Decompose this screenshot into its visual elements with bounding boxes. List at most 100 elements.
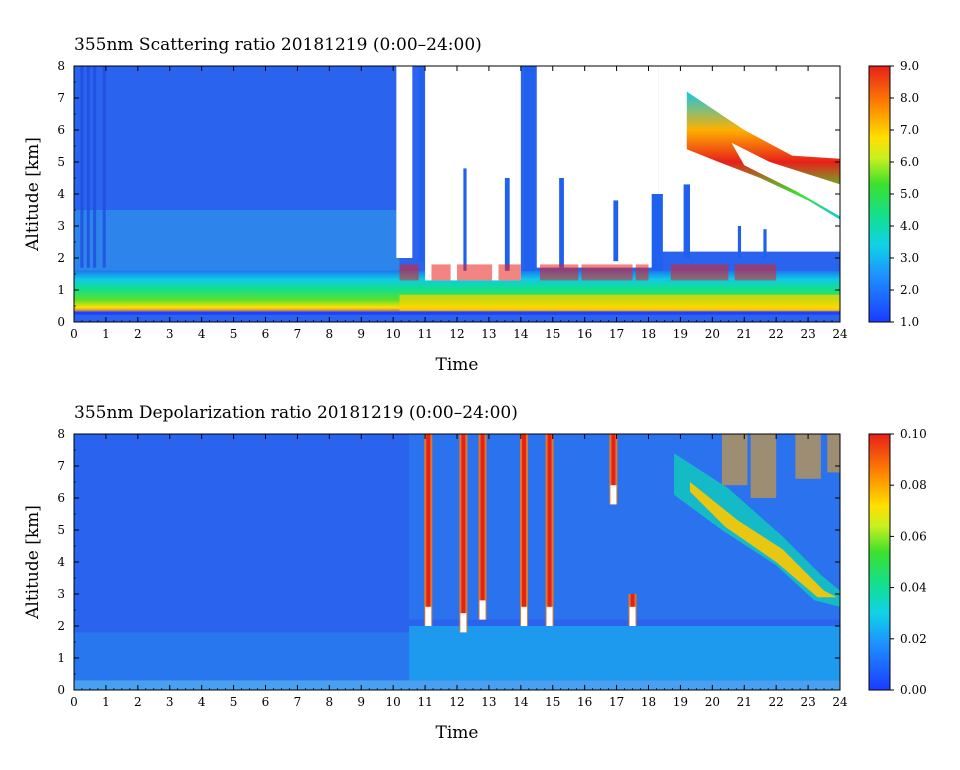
y-tick-label: 0 (57, 683, 65, 697)
chart-1-plot-area (74, 66, 840, 322)
x-tick-label: 3 (166, 695, 174, 709)
colorbar-tick-label: 4.0 (900, 219, 919, 233)
chart-2-colorbar (868, 433, 891, 691)
x-tick-label: 15 (545, 327, 560, 341)
colorbar-tick-label: 0.00 (900, 683, 927, 697)
y-tick-label: 4 (57, 187, 65, 201)
high-depol-column-base (629, 606, 636, 626)
high-depol-column-core (547, 434, 552, 626)
x-tick-label: 24 (832, 695, 848, 709)
low-cloud-top (498, 264, 521, 281)
x-tick-label: 8 (326, 695, 334, 709)
x-tick-label: 17 (609, 695, 624, 709)
high-depol-column-base (521, 606, 528, 626)
cirrus-core (689, 482, 837, 598)
colorbar-tick-label: 5.0 (900, 187, 919, 201)
high-depol-column-base (425, 606, 432, 626)
x-tick-label: 9 (357, 327, 365, 341)
y-tick-label: 5 (57, 523, 65, 537)
low-cloud-top (399, 264, 419, 281)
x-tick-label: 2 (134, 695, 142, 709)
low-cloud-top (431, 264, 451, 281)
blue-spike (524, 66, 536, 271)
chart-2-ylabel: Altitude [km] (23, 505, 43, 620)
x-tick-label: 1 (102, 327, 110, 341)
x-tick-label: 13 (481, 327, 496, 341)
colorbar-tick-label: 0.08 (900, 478, 927, 492)
low-cloud-top (670, 264, 729, 281)
x-tick-label: 11 (417, 695, 432, 709)
upper-depol-patch (750, 434, 777, 498)
profile-streak (93, 66, 97, 268)
y-tick-label: 6 (57, 491, 65, 505)
x-tick-label: 7 (294, 695, 302, 709)
boundary-layer-depol (409, 626, 840, 681)
x-tick-label: 9 (357, 695, 365, 709)
x-tick-label: 16 (577, 327, 592, 341)
x-tick-label: 19 (673, 695, 688, 709)
x-tick-label: 14 (513, 327, 529, 341)
chart-1-title: 355nm Scattering ratio 20181219 (0:00–24… (74, 35, 482, 55)
chart-2-plot-area (74, 434, 840, 690)
no-signal-region (536, 66, 659, 268)
cirrus-saturated-core (731, 142, 840, 217)
chart-1-colorbar (868, 65, 891, 323)
x-tick-label: 24 (832, 327, 848, 341)
y-tick-label: 7 (57, 459, 65, 473)
x-tick-label: 22 (769, 695, 784, 709)
x-tick-label: 11 (417, 327, 432, 341)
x-tick-label: 8 (326, 327, 334, 341)
x-tick-label: 4 (198, 695, 206, 709)
y-tick-label: 6 (57, 123, 65, 137)
x-tick-label: 3 (166, 327, 174, 341)
low-cloud-top (457, 264, 493, 281)
upper-depol-patch (721, 434, 748, 486)
colorbar-tick-label: 6.0 (900, 155, 919, 169)
y-tick-label: 0 (57, 315, 65, 329)
x-tick-label: 18 (641, 695, 656, 709)
boundary-layer-haze (74, 210, 400, 271)
profile-streak (102, 66, 106, 268)
y-tick-label: 8 (57, 427, 65, 441)
x-tick-label: 6 (262, 695, 270, 709)
x-tick-label: 13 (481, 695, 496, 709)
blue-spike (504, 178, 510, 271)
high-depol-column-base (610, 485, 617, 505)
low-cloud-top (581, 264, 633, 281)
x-tick-label: 7 (294, 327, 302, 341)
x-tick-label: 23 (800, 695, 815, 709)
profile-streak (80, 66, 84, 268)
colorbar-tick-label: 0.06 (900, 529, 927, 543)
blue-spike (559, 178, 564, 268)
colorbar-tick-label: 3.0 (900, 251, 919, 265)
x-tick-label: 17 (609, 327, 624, 341)
x-tick-label: 20 (705, 695, 720, 709)
x-tick-label: 23 (800, 327, 815, 341)
chart-2-xlabel: Time (436, 723, 479, 743)
y-tick-label: 3 (57, 219, 65, 233)
y-tick-label: 7 (57, 91, 65, 105)
y-tick-label: 3 (57, 587, 65, 601)
y-tick-label: 2 (57, 619, 65, 633)
x-tick-label: 19 (673, 327, 688, 341)
x-tick-label: 10 (386, 327, 401, 341)
aerosol-layer-core (399, 294, 840, 311)
x-tick-label: 0 (70, 327, 78, 341)
x-tick-label: 21 (737, 327, 752, 341)
colorbar-tick-label: 9.0 (900, 59, 919, 73)
x-tick-label: 22 (769, 327, 784, 341)
blue-spike (683, 184, 690, 258)
y-tick-label: 8 (57, 59, 65, 73)
x-tick-label: 4 (198, 327, 206, 341)
colorbar-tick-label: 2.0 (900, 283, 919, 297)
high-depol-column-base (546, 606, 553, 626)
upper-depol-patch (795, 434, 821, 479)
high-depol-column-core (426, 434, 431, 626)
blue-spike (651, 194, 663, 271)
blue-spike (763, 229, 767, 258)
y-tick-label: 5 (57, 155, 65, 169)
x-tick-label: 12 (449, 327, 464, 341)
x-tick-label: 15 (545, 695, 560, 709)
